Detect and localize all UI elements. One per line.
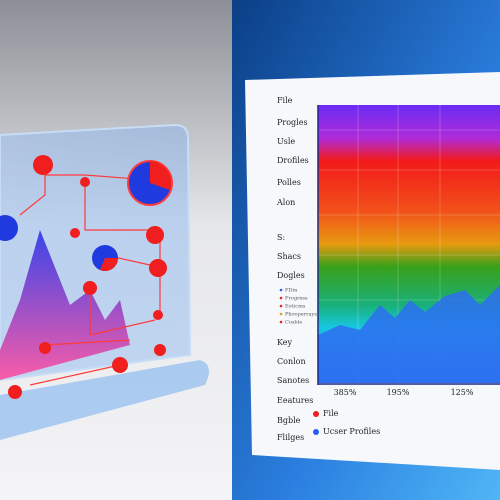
axis-label: 385% [334,388,357,397]
axis-label: 195% [387,388,410,397]
legend-label: File [323,409,339,418]
sidebar-item[interactable]: Usle [277,137,295,146]
axis-label: 125% [451,388,474,397]
glass-panel [0,123,209,440]
small-legend-label: Phooperrays [285,312,317,318]
sidebar-item[interactable]: Bgble [277,416,301,425]
sidebar-item[interactable]: Sanotes [277,376,309,385]
chart-labels: 385% 195% 125% File Ucser Profiles [313,388,474,436]
sidebar-item[interactable]: Drofiles [277,156,309,165]
legend-dot [279,312,283,316]
sidebar: File Progles Usle Drofiles Polles Alon S… [276,96,317,442]
legend-swatch [313,411,319,417]
sidebar-item[interactable]: Key [277,338,292,347]
legend-dot [279,304,283,308]
small-legend-label: Eoticms [285,304,306,310]
small-legend-label: Frogress [285,296,308,302]
sidebar-item[interactable]: Eeatures [277,396,313,405]
legend-dot [279,288,283,292]
chart-area [317,105,500,385]
legend-swatch [313,429,319,435]
legend-label: Ucser Profiles [323,427,380,436]
legend-dot [279,296,283,300]
sidebar-item[interactable]: File [277,96,293,105]
sidebar-item[interactable]: Flilges [277,433,304,442]
sidebar-item[interactable]: Polles [277,178,301,187]
sidebar-item[interactable]: Alon [276,198,295,207]
sidebar-item[interactable]: Shacs [277,252,301,261]
small-legend-label: Cosble [285,320,302,326]
sidebar-item[interactable]: Dogles [277,271,305,280]
legend-dot [279,320,283,324]
small-legend-label: FDin [285,288,298,294]
sidebar-item[interactable]: S: [277,233,285,242]
sidebar-item[interactable]: Conlon [277,357,306,366]
sidebar-item[interactable]: Progles [277,118,308,127]
